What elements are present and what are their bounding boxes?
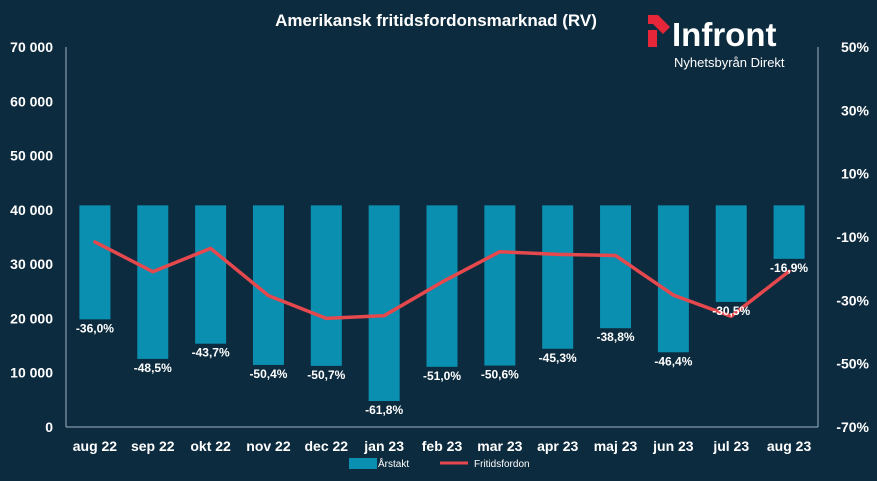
bar-data-label: -50,7% — [307, 368, 345, 382]
x-tick-label: jul 23 — [712, 438, 749, 454]
left-tick-label: 30 000 — [10, 256, 53, 272]
line-point — [152, 271, 154, 273]
bar-data-label: -50,6% — [481, 368, 519, 382]
bar-data-label: -48,5% — [134, 361, 172, 375]
bar-data-label: -61,8% — [365, 403, 403, 417]
x-tick-label: sep 22 — [131, 438, 175, 454]
right-tick-label: 50% — [841, 39, 870, 55]
x-tick-label: maj 23 — [594, 438, 638, 454]
line-point — [730, 315, 732, 317]
bar-data-label: -46,4% — [654, 354, 692, 368]
x-tick-label: mar 23 — [477, 438, 522, 454]
bar — [715, 205, 747, 302]
left-tick-label: 0 — [45, 419, 53, 435]
logo-text: Infront — [672, 16, 776, 53]
x-tick-label: apr 23 — [537, 438, 578, 454]
right-tick-label: -70% — [836, 419, 869, 435]
infront-logo: Infront Nyhetsbyrån Direkt — [648, 15, 785, 70]
bar-data-labels: -36,0% -48,5% -43,7% -50,4% -50,7% -61,8% -51,… — [76, 261, 809, 417]
x-tick-label: feb 23 — [422, 438, 463, 454]
left-tick-label: 40 000 — [10, 202, 53, 218]
bar — [368, 205, 400, 402]
logo-subtitle: Nyhetsbyrån Direkt — [674, 55, 785, 70]
bar-data-label: -51,0% — [423, 369, 461, 383]
left-tick-label: 60 000 — [10, 93, 53, 109]
line-point — [325, 317, 327, 319]
bar-data-label: -43,7% — [192, 346, 230, 360]
legend-label-bar: Årstakt — [378, 457, 409, 470]
line-point — [615, 254, 617, 256]
line-point — [94, 241, 96, 243]
x-tick-label: okt 22 — [190, 438, 231, 454]
bar-data-label: -50,4% — [249, 367, 287, 381]
bar — [542, 205, 574, 349]
line-point — [499, 251, 501, 253]
bar-data-label: -38,8% — [597, 330, 635, 344]
bar — [137, 205, 169, 359]
x-tick-label: aug 22 — [73, 438, 118, 454]
bar-data-label: -45,3% — [539, 351, 577, 365]
line-point — [672, 294, 674, 296]
right-axis: -70% -50% -30% -10% 10% 30% 50% — [817, 39, 870, 435]
x-tick-label: jan 23 — [363, 438, 404, 454]
line-point — [383, 315, 385, 317]
line-point — [267, 295, 269, 297]
left-tick-label: 10 000 — [10, 365, 53, 381]
legend: Årstakt Fritidsfordon — [349, 457, 530, 470]
left-tick-label: 20 000 — [10, 310, 53, 326]
right-tick-label: -10% — [836, 229, 869, 245]
line-point — [557, 253, 559, 255]
x-tick-label: aug 23 — [767, 438, 812, 454]
line-point — [788, 270, 790, 272]
right-tick-label: -50% — [836, 356, 869, 372]
bar — [79, 205, 111, 320]
left-axis: 0 10 000 20 000 30 000 40 000 50 000 60 000 70 … — [10, 39, 67, 435]
right-tick-label: 10% — [841, 166, 870, 182]
legend-swatch-bar — [349, 458, 377, 469]
bar — [773, 205, 805, 259]
bar-data-label: -36,0% — [76, 321, 114, 335]
left-tick-label: 70 000 — [10, 39, 53, 55]
x-tick-label: nov 22 — [246, 438, 291, 454]
bar-data-label: -16,9% — [770, 261, 808, 275]
bar — [195, 205, 227, 344]
bar — [426, 205, 458, 367]
bar — [484, 205, 516, 366]
line-point — [210, 247, 212, 249]
bar-data-label: -30,5% — [712, 304, 750, 318]
right-tick-label: -30% — [836, 292, 869, 308]
bar — [310, 205, 342, 366]
infront-logo-mark-icon — [648, 15, 670, 47]
x-tick-label: jun 23 — [652, 438, 694, 454]
line-series — [93, 240, 791, 321]
bar-series — [79, 205, 805, 402]
line-point — [441, 281, 443, 283]
chart-title: Amerikansk fritidsfordonsmarknad (RV) — [275, 11, 597, 30]
left-tick-label: 50 000 — [10, 148, 53, 164]
right-tick-label: 30% — [841, 102, 870, 118]
legend-label-line: Fritidsfordon — [474, 459, 530, 470]
bar — [657, 205, 689, 353]
x-tick-label: dec 22 — [305, 438, 349, 454]
bar — [600, 205, 632, 329]
x-axis: aug 22 sep 22 okt 22 nov 22 dec 22 jan 23 feb … — [66, 426, 818, 454]
